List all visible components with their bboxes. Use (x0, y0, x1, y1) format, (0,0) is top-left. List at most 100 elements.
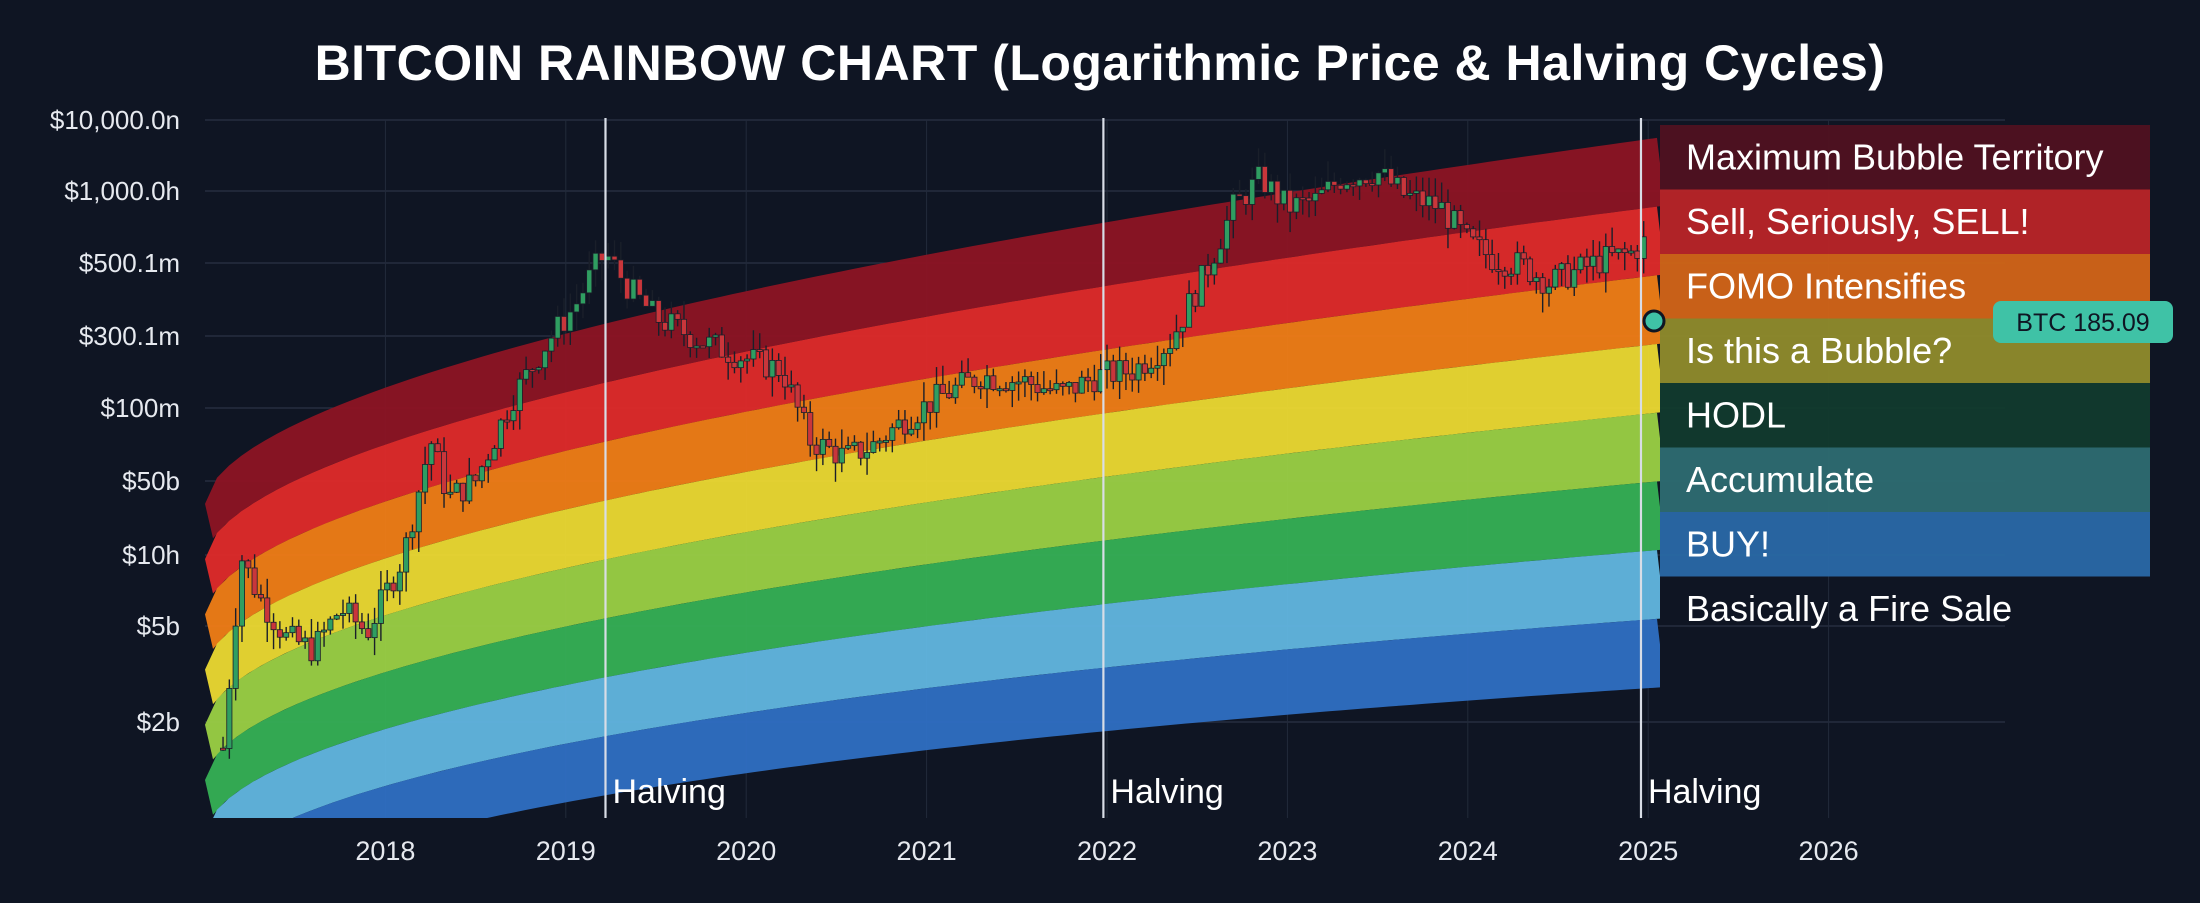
candle-body (971, 376, 978, 387)
candle (377, 571, 384, 641)
candle (358, 612, 365, 635)
candle (1249, 167, 1256, 221)
candle-body (1205, 265, 1212, 276)
candle-body (542, 350, 549, 369)
candle-body (1053, 383, 1060, 391)
candle (220, 736, 227, 751)
candle (1350, 179, 1357, 196)
candle-body (876, 440, 883, 444)
candle-body (1186, 293, 1193, 328)
candle (933, 367, 940, 428)
candle (428, 441, 435, 481)
candle (497, 418, 504, 457)
candle-body (365, 628, 372, 639)
candle (403, 532, 410, 592)
candle (598, 251, 605, 281)
candle-body (965, 372, 972, 378)
candle-body (895, 419, 902, 429)
candle (1552, 264, 1559, 291)
candle (1274, 174, 1281, 223)
candle-body (1432, 195, 1439, 209)
candle (1154, 345, 1161, 381)
candle-body (1236, 193, 1243, 197)
candle-body (838, 447, 845, 464)
candle-body (238, 560, 245, 627)
candle (321, 621, 328, 647)
y-tick-label: $2b (137, 707, 180, 737)
legend-swatch (1660, 383, 2150, 448)
candle (1596, 241, 1603, 279)
candle-body (1451, 210, 1458, 229)
candle (927, 401, 934, 430)
candle-body (826, 438, 833, 447)
candle (662, 307, 669, 337)
candle (1413, 176, 1420, 212)
candle-body (984, 375, 991, 390)
candle (1160, 348, 1167, 385)
candle-body (276, 629, 283, 638)
candle (1356, 177, 1363, 200)
candle-body (1223, 219, 1230, 250)
candle-body (775, 360, 782, 376)
candle-body (1596, 255, 1603, 274)
candle (276, 621, 283, 649)
candle-body (813, 444, 820, 455)
candle-body (453, 482, 460, 493)
candle-body (832, 445, 839, 464)
y-tick-label: $1,000.0h (64, 176, 180, 206)
candlesticks (220, 148, 1647, 759)
chart-title: BITCOIN RAINBOW CHART (Logarithmic Price… (314, 35, 1886, 91)
candle-body (1198, 265, 1205, 307)
candle-body (1242, 195, 1249, 205)
candle-body (1602, 246, 1609, 274)
candle (643, 288, 650, 307)
candle-body (434, 443, 441, 453)
candle (624, 270, 631, 309)
candle (447, 474, 454, 499)
candle (1628, 245, 1635, 256)
candle-body (352, 602, 359, 623)
candle-body (295, 625, 302, 643)
candle (1205, 253, 1212, 288)
candle (984, 365, 991, 409)
candle (1571, 256, 1578, 297)
candle (1564, 255, 1571, 290)
candle (1577, 253, 1584, 274)
candle-body (472, 474, 479, 482)
halving-label: Halving (1648, 773, 1761, 811)
candle (548, 330, 555, 363)
candle-body (523, 369, 530, 380)
candle-body (447, 491, 454, 495)
candle-body (283, 632, 290, 638)
candle (232, 608, 239, 701)
candle-body (1552, 268, 1559, 288)
candle-body (1021, 376, 1028, 383)
candle (1318, 177, 1325, 195)
x-tick-label: 2024 (1438, 836, 1498, 866)
candle (1002, 382, 1009, 393)
candle-body (327, 618, 334, 631)
candle (1135, 356, 1142, 393)
legend-item: Is this a Bubble? (1686, 330, 1952, 371)
candle (529, 368, 536, 388)
candle (415, 490, 422, 552)
candle (870, 430, 877, 454)
candle (466, 457, 473, 504)
candle-body (1426, 195, 1433, 207)
candle (1438, 182, 1445, 209)
candle-body (788, 384, 795, 388)
halving-label: Halving (1110, 773, 1223, 811)
candle-body (1482, 239, 1489, 256)
candle-body (1394, 177, 1401, 185)
candle (1173, 314, 1180, 351)
candle-body (1545, 286, 1552, 294)
candle (295, 619, 302, 645)
candle (946, 380, 953, 400)
candle (560, 298, 567, 345)
candle-body (586, 269, 593, 294)
candle-body (693, 345, 700, 349)
candle-body (744, 358, 751, 362)
candle-body (554, 316, 561, 339)
candle (996, 385, 1003, 397)
candle (1558, 262, 1565, 287)
